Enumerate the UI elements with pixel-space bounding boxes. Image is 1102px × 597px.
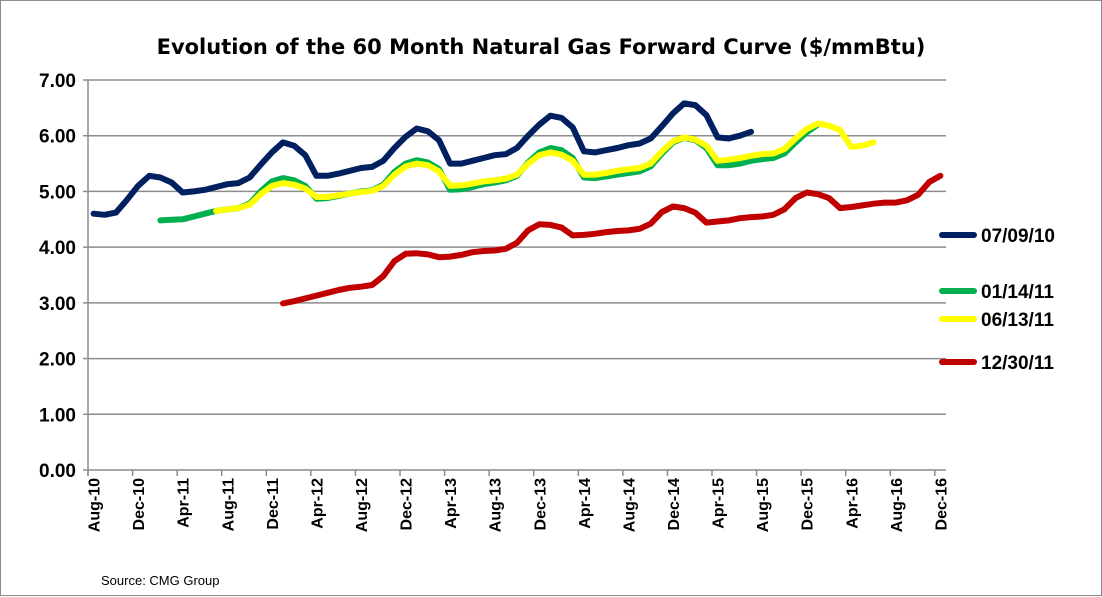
legend-label-3: 12/30/11 [981, 353, 1054, 374]
x-tick-label: Apr-13 [443, 478, 460, 529]
y-tick-label: 1.00 [39, 405, 76, 426]
x-tick-label: Dec-13 [532, 478, 549, 531]
x-tick-label: Aug-16 [889, 478, 906, 532]
x-tick-label: Dec-10 [131, 478, 148, 531]
x-tick-label: Dec-11 [265, 478, 282, 530]
y-tick-label: 7.00 [39, 71, 76, 92]
x-tick-label: Aug-10 [87, 478, 104, 532]
legend-label-1: 01/14/11 [981, 282, 1054, 303]
x-tick-label: Aug-14 [621, 478, 638, 532]
x-tick-label: Apr-14 [577, 478, 594, 529]
x-tick-label: Aug-13 [488, 478, 505, 532]
x-tick-label: Dec-15 [800, 478, 817, 531]
x-tick-label: Apr-11 [176, 478, 193, 528]
x-tick-label: Dec-16 [933, 478, 950, 531]
series-line-2 [213, 120, 877, 214]
source-note: Source: CMG Group [101, 573, 220, 588]
x-tick-label: Aug-15 [755, 478, 772, 532]
legend-label-0: 07/09/10 [981, 226, 1055, 247]
y-tick-label: 5.00 [39, 182, 76, 203]
y-tick-label: 4.00 [39, 238, 76, 259]
y-tick-label: 6.00 [39, 127, 76, 148]
x-tick-label: Apr-15 [711, 478, 728, 529]
x-tick-label: Aug-12 [354, 478, 371, 532]
y-tick-label: 2.00 [39, 350, 76, 371]
x-tick-label: Apr-16 [844, 478, 861, 529]
y-tick-label: 0.00 [39, 461, 76, 482]
chart-title: Evolution of the 60 Month Natural Gas Fo… [157, 35, 926, 59]
x-tick-label: Aug-11 [220, 478, 237, 531]
series-line-0 [90, 100, 754, 218]
x-tick-label: Dec-14 [666, 478, 683, 531]
legend-label-2: 06/13/11 [981, 310, 1054, 331]
series-line-3 [280, 172, 944, 307]
y-tick-label: 3.00 [39, 294, 76, 315]
x-tick-label: Dec-12 [399, 478, 416, 531]
x-tick-label: Apr-12 [309, 478, 326, 529]
